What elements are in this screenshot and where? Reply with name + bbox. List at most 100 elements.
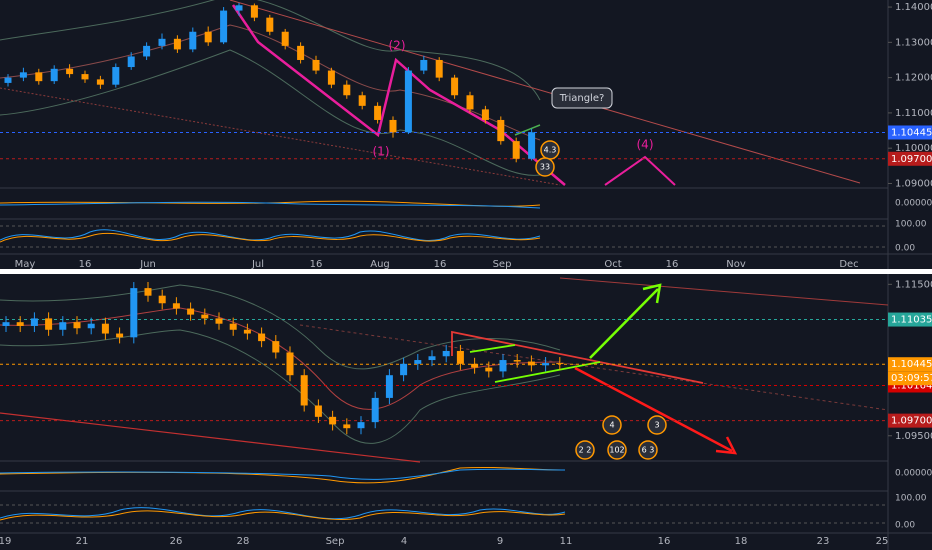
candle-body (87, 323, 95, 329)
candle-body (485, 367, 493, 372)
candle-body (201, 314, 209, 319)
candle-body (172, 303, 180, 309)
candle-body (389, 119, 397, 133)
x-tick-label: 16 (79, 259, 92, 270)
candle-body (158, 38, 166, 46)
x-tick-label: Aug (370, 259, 390, 270)
candle-body (266, 17, 274, 32)
candle-body (497, 119, 505, 142)
candle-body (30, 318, 38, 326)
x-tick-label: Jun (139, 259, 156, 270)
price-label-box (888, 151, 932, 166)
annotation: Triangle? (559, 93, 605, 104)
candle-body (343, 84, 351, 96)
candle-body (35, 72, 43, 82)
badge (647, 415, 667, 435)
candle-body (527, 361, 535, 366)
annotation: (1) (373, 145, 390, 159)
candle-body (528, 132, 536, 159)
candle-body (4, 77, 12, 83)
price-label: 1.10164 (891, 380, 932, 391)
candle-body (116, 333, 124, 338)
top-overlays (0, 0, 861, 186)
annotation: (2) (389, 39, 406, 53)
candle-body (542, 363, 550, 366)
candle-body (101, 323, 109, 334)
y-tick-label: 1.11500 (895, 279, 932, 290)
badge (638, 440, 658, 460)
price-label-box (888, 125, 932, 140)
x-tick-label: 16 (666, 259, 679, 270)
price-label: 1.09700 (891, 154, 932, 165)
price-label: 1.10445 (891, 127, 932, 138)
y-tick-label: 1.13000 (895, 37, 932, 48)
candle-body (297, 45, 305, 60)
x-tick-label: 19 (0, 536, 11, 547)
candle-body (45, 318, 53, 330)
candle-body (358, 95, 366, 106)
candle-body (250, 5, 258, 18)
candle-body (420, 59, 428, 71)
y-tick-label: 1.12000 (895, 73, 932, 84)
x-tick-label: Oct (604, 259, 621, 270)
candle-body (329, 416, 337, 425)
candle-body (314, 405, 322, 417)
candle-body (204, 31, 212, 43)
badge (607, 440, 627, 460)
candle-body (499, 360, 507, 372)
candle-body (144, 288, 152, 296)
x-tick-label: 16 (434, 259, 447, 270)
y-tick-label: 1.09500 (895, 431, 932, 442)
annotation: 33 (540, 163, 550, 172)
indicator-label: 0.00 (895, 521, 915, 531)
candle-body (19, 72, 27, 78)
candle-body (130, 288, 138, 338)
candle-body (187, 308, 195, 315)
candle-body (404, 70, 412, 133)
x-tick-label: 9 (497, 536, 503, 547)
candle-body (59, 322, 67, 330)
candle-body (16, 322, 24, 326)
candle-body (50, 68, 58, 82)
indicator-label: 100.00 (895, 494, 927, 504)
bottom-indicators (0, 466, 888, 524)
candle-body (374, 105, 382, 120)
candle-body (385, 375, 393, 398)
price-label-box (888, 312, 932, 327)
x-tick-label: 18 (735, 536, 748, 547)
x-tick-label: 16 (310, 259, 323, 270)
candle-body (143, 45, 151, 57)
price-label: 1.09700 (891, 416, 932, 427)
indicator-label: 0.00000 (895, 199, 932, 209)
candle-body (343, 424, 351, 429)
candle-body (189, 31, 197, 50)
annotation: 4 (609, 421, 614, 430)
price-label-box (888, 413, 932, 428)
candle-body (66, 68, 74, 75)
candle-body (2, 322, 10, 326)
y-tick-label: 1.10000 (895, 143, 932, 154)
candle-body (235, 5, 243, 11)
candle-body (73, 322, 81, 329)
x-tick-label: 25 (876, 536, 889, 547)
indicator-label: 0.00000 (895, 469, 932, 479)
indicator-label: 0.00 (895, 244, 915, 254)
x-tick-label: 28 (237, 536, 250, 547)
x-tick-label: Jul (251, 259, 264, 270)
candle-body (173, 38, 181, 50)
candle-body (451, 77, 459, 96)
y-tick-label: 1.14000 (895, 2, 932, 13)
badge (535, 157, 555, 177)
annotation: 2 2 (579, 446, 592, 455)
x-tick-label: 23 (817, 536, 830, 547)
candle-body (327, 70, 335, 85)
badge (602, 415, 622, 435)
candle-body (81, 74, 89, 80)
candle-body (127, 56, 135, 68)
countdown: 03:09:57 (891, 373, 932, 384)
candle-body (112, 67, 120, 85)
annotation: (4) (637, 138, 654, 152)
annotation: 102 (609, 446, 624, 455)
candle-body (243, 329, 251, 334)
